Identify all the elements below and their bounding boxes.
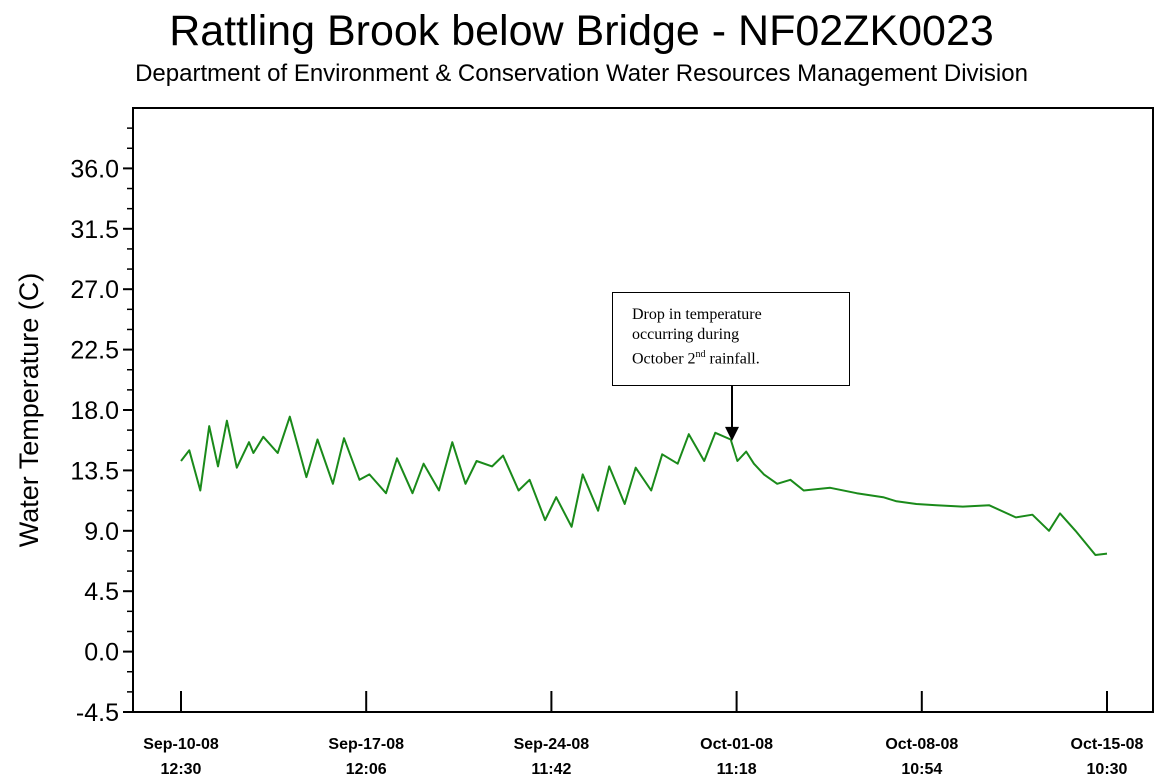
y-tick-label: 13.5: [70, 457, 119, 485]
y-tick-label: 27.0: [70, 276, 119, 304]
y-tick-label: 31.5: [70, 216, 119, 244]
series-line: [180, 415, 1108, 556]
annotation-arrow: [725, 386, 739, 441]
x-tick-label-time: 10:30: [1087, 761, 1128, 778]
x-tick-label-time: 11:18: [717, 761, 757, 778]
chart-subtitle: Department of Environment & Conservation…: [135, 60, 1028, 87]
y-tick-label: -4.5: [76, 699, 119, 727]
x-tick-label-time: 12:30: [161, 761, 202, 778]
annotation-line-3: October 2nd rainfall.: [632, 349, 760, 368]
x-axis-ticks: Sep-10-08 12:30 Sep-17-08 12:06 Sep-24-08 11:…: [143, 691, 1144, 778]
y-tick-label: 0.0: [84, 639, 119, 667]
x-tick-label-date: Oct-15-08: [1071, 736, 1144, 753]
y-axis-ticks: -4.5 0.0 4.5 9.0 13.5 18.0 22.5 27.0 31.5 36.0: [70, 127, 133, 727]
x-tick-label-date: Oct-01-08: [700, 736, 773, 753]
plot-frame: [132, 107, 1154, 713]
annotation-line-2: occurring during: [632, 326, 740, 343]
x-tick-label-date: Sep-17-08: [328, 736, 404, 753]
y-tick-label: 4.5: [84, 578, 119, 606]
x-tick-label-time: 11:42: [531, 761, 571, 778]
annotation-line-1: Drop in temperature: [632, 306, 762, 323]
x-tick-label-time: 10:54: [901, 761, 942, 778]
y-tick-label: 18.0: [70, 397, 119, 425]
chart-title: Rattling Brook below Bridge - NF02ZK0023: [169, 7, 994, 55]
y-tick-label: 22.5: [70, 337, 119, 365]
y-tick-label: 9.0: [84, 518, 119, 546]
x-tick-label-date: Sep-24-08: [514, 736, 590, 753]
x-tick-label-date: Sep-10-08: [143, 736, 219, 753]
annotation-arrow-head: [725, 426, 739, 441]
y-tick-label: 36.0: [70, 155, 119, 183]
annotation-box: Drop in temperature occurring during Oct…: [612, 292, 850, 386]
y-axis-label: Water Temperature (C): [14, 273, 44, 548]
x-tick-label-time: 12:06: [346, 761, 387, 778]
x-tick-label-date: Oct-08-08: [885, 736, 958, 753]
